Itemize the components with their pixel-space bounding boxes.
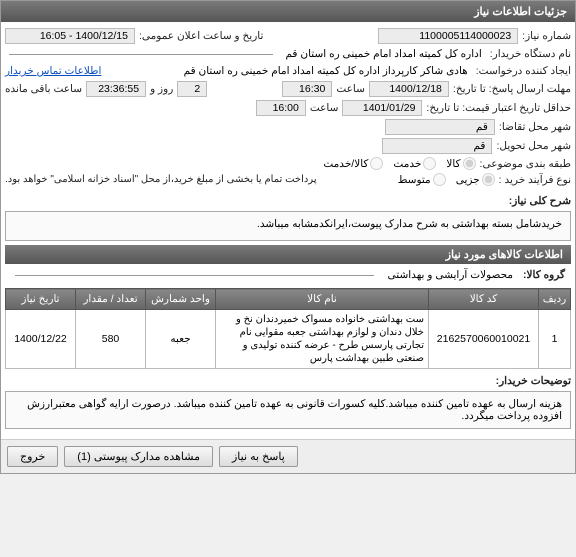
buyer-contact-link[interactable]: اطلاعات تماس خریدار bbox=[5, 65, 101, 77]
announce-date-value: 1400/12/15 - 16:05 bbox=[5, 28, 135, 44]
radio-goods-service[interactable]: کالا/خدمت bbox=[323, 157, 383, 170]
details-panel: جزئیات اطلاعات نیاز شماره نیاز: 11000051… bbox=[0, 0, 576, 474]
min-valid-label: حداقل تاریخ اعتبار قیمت: تا تاریخ: bbox=[426, 102, 571, 114]
remaining-label: ساعت باقی مانده bbox=[5, 83, 82, 95]
radio-goods[interactable]: کالا bbox=[446, 157, 475, 170]
form-area: شماره نیاز: 1100005114000023 تاریخ و ساع… bbox=[1, 22, 575, 439]
buyer-value: اداره کل کمیته امداد امام خمینی ره استان… bbox=[281, 47, 485, 61]
deadline-date: 1400/12/18 bbox=[369, 81, 449, 97]
th-date: تاریخ نیاز bbox=[6, 289, 76, 310]
radio-medium-label: متوسط bbox=[398, 174, 431, 186]
city-del-label: شهر محل تحویل: bbox=[496, 140, 571, 152]
proc-note: پرداخت تمام یا بخشی از مبلغ خرید،از محل … bbox=[5, 174, 317, 185]
proc-type-label: نوع فرآیند خرید : bbox=[499, 174, 571, 186]
th-qty: تعداد / مقدار bbox=[76, 289, 146, 310]
deadline-time-label: ساعت bbox=[336, 83, 365, 95]
subject-radio-group: کالا خدمت کالا/خدمت bbox=[323, 157, 475, 170]
subject-cat-label: طبقه بندی موضوعی: bbox=[480, 158, 571, 170]
exit-button[interactable]: خروج bbox=[7, 446, 58, 467]
city-req-value: قم bbox=[385, 119, 495, 135]
creator-label: ایجاد کننده درخواست: bbox=[476, 65, 571, 77]
divider-line bbox=[9, 54, 273, 55]
deadline-label: مهلت ارسال پاسخ: تا تاریخ: bbox=[453, 83, 571, 95]
req-no-label: شماره نیاز: bbox=[522, 30, 571, 42]
cell-date: 1400/12/22 bbox=[6, 310, 76, 369]
announce-date-label: تاریخ و ساعت اعلان عمومی: bbox=[139, 30, 263, 42]
countdown: 23:36:55 bbox=[86, 81, 146, 97]
goods-group-label: گروه کالا: bbox=[523, 269, 565, 281]
radio-goods-label: کالا bbox=[446, 158, 460, 170]
buyer-notes-value: هزینه ارسال به عهده تامین کننده میباشد.ک… bbox=[5, 391, 571, 429]
items-info-header: اطلاعات کالاهای مورد نیاز bbox=[5, 245, 571, 264]
radio-minor-label: جزیی bbox=[456, 174, 480, 186]
deadline-time: 16:30 bbox=[282, 81, 332, 97]
radio-medium[interactable]: متوسط bbox=[398, 173, 446, 186]
min-valid-date: 1401/01/29 bbox=[342, 100, 422, 116]
table-row[interactable]: 1 2162570060010021 ست بهداشتی خانواده مس… bbox=[6, 310, 571, 369]
radio-service-label: خدمت bbox=[393, 158, 421, 170]
city-del-value: قم bbox=[382, 138, 492, 154]
city-req-label: شهر محل تقاضا: bbox=[499, 121, 571, 133]
cell-code: 2162570060010021 bbox=[429, 310, 539, 369]
buyer-notes-label: توضیحات خریدار: bbox=[496, 375, 571, 387]
general-desc-label: شرح کلی نیاز: bbox=[509, 195, 571, 207]
min-valid-time-label: ساعت bbox=[310, 102, 339, 114]
days-and-label: روز و bbox=[150, 83, 173, 95]
footer-buttons: پاسخ به نیاز مشاهده مدارک پیوستی (1) خرو… bbox=[1, 439, 575, 473]
buyer-label: نام دستگاه خریدار: bbox=[490, 48, 571, 60]
attachments-button[interactable]: مشاهده مدارک پیوستی (1) bbox=[64, 446, 213, 467]
th-code: کد کالا bbox=[429, 289, 539, 310]
radio-minor[interactable]: جزیی bbox=[456, 173, 495, 186]
reply-button[interactable]: پاسخ به نیاز bbox=[219, 446, 298, 467]
th-name: نام کالا bbox=[216, 289, 429, 310]
panel-title: جزئیات اطلاعات نیاز bbox=[1, 1, 575, 22]
cell-idx: 1 bbox=[539, 310, 571, 369]
th-idx: ردیف bbox=[539, 289, 571, 310]
req-no-value: 1100005114000023 bbox=[378, 28, 518, 44]
items-table: ردیف کد کالا نام کالا واحد شمارش تعداد /… bbox=[5, 288, 571, 369]
proc-radio-group: جزیی متوسط bbox=[398, 173, 495, 186]
th-unit: واحد شمارش bbox=[146, 289, 216, 310]
cell-name: ست بهداشتی خانواده مسواک خمیردندان نخ و … bbox=[216, 310, 429, 369]
divider-line bbox=[15, 275, 374, 276]
min-valid-time: 16:00 bbox=[256, 100, 306, 116]
radio-goods-service-label: کالا/خدمت bbox=[323, 158, 368, 170]
radio-service[interactable]: خدمت bbox=[393, 157, 436, 170]
general-desc-value: خریدشامل بسته بهداشتی به شرح مدارک پیوست… bbox=[5, 211, 571, 241]
goods-group-value: محصولات آرایشی و بهداشتی bbox=[384, 268, 517, 282]
creator-value: هادی شاکر کارپرداز اداره کل کمیته امداد … bbox=[180, 64, 472, 78]
days-count: 2 bbox=[177, 81, 207, 97]
cell-unit: جعبه bbox=[146, 310, 216, 369]
cell-qty: 580 bbox=[76, 310, 146, 369]
